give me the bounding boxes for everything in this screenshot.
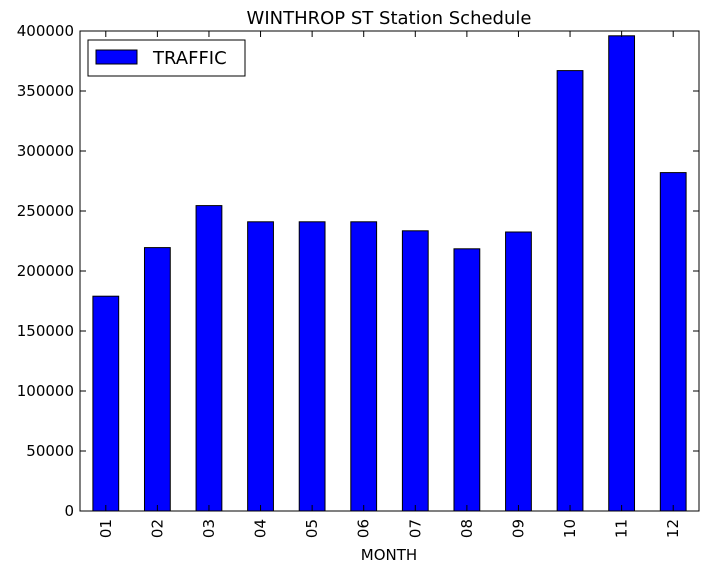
bar: [195, 205, 223, 512]
x-tick-label: 08: [458, 519, 476, 538]
legend-label: TRAFFIC: [152, 48, 227, 69]
x-axis: 01 02 03 04 05 06 07 08 09 10 11 12: [97, 31, 682, 538]
bar-group: [92, 35, 687, 512]
x-tick-label: 09: [509, 519, 527, 538]
x-axis-label: MONTH: [361, 546, 417, 564]
x-tick-label: 06: [355, 519, 373, 538]
x-tick-label: 01: [97, 519, 115, 538]
x-tick-label: 07: [406, 519, 424, 538]
bar: [505, 231, 532, 512]
bar: [298, 221, 326, 512]
x-tick-label: 04: [252, 519, 270, 538]
y-tick-label: 200000: [17, 262, 74, 280]
x-tick-label: 02: [148, 519, 166, 538]
chart-title: WINTHROP ST Station Schedule: [247, 8, 532, 29]
x-tick-label: 12: [664, 519, 682, 538]
bar: [659, 172, 687, 512]
legend-swatch: [95, 49, 138, 65]
y-tick-label: 250000: [17, 202, 74, 220]
x-tick-label: 03: [200, 519, 218, 538]
bar: [92, 295, 120, 512]
y-tick-label: 350000: [17, 82, 74, 100]
x-tick-label: 11: [613, 519, 631, 538]
bar: [556, 70, 584, 512]
x-tick-label: 05: [303, 519, 321, 538]
bar: [453, 248, 481, 512]
bar: [143, 247, 171, 512]
x-tick-label: 10: [561, 519, 579, 538]
y-tick-label: 0: [64, 502, 74, 520]
y-tick-label: 150000: [17, 322, 74, 340]
legend: TRAFFIC: [87, 39, 246, 77]
y-tick-label: 50000: [26, 442, 74, 460]
y-axis: 0 50000 100000 150000 200000 250000 300000 3500…: [17, 22, 699, 520]
plot-frame: [79, 30, 700, 512]
y-tick-label: 300000: [17, 142, 74, 160]
bar: [247, 221, 274, 512]
bar: [350, 221, 378, 512]
bar: [401, 230, 429, 512]
y-tick-label: 400000: [17, 22, 74, 40]
bar: [608, 35, 636, 512]
y-tick-label: 100000: [17, 382, 74, 400]
